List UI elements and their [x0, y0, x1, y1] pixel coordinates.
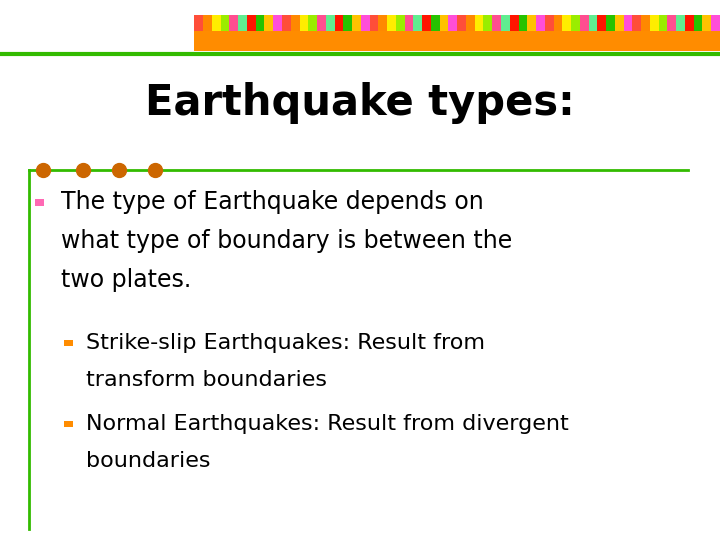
Text: what type of boundary is between the: what type of boundary is between the: [61, 230, 513, 253]
Bar: [501, 15, 510, 31]
Bar: [335, 15, 343, 31]
Bar: [212, 15, 220, 31]
Bar: [545, 15, 554, 31]
Bar: [527, 15, 536, 31]
Bar: [274, 15, 282, 31]
Bar: [194, 15, 720, 51]
Bar: [396, 15, 405, 31]
Bar: [449, 15, 457, 31]
Bar: [510, 15, 518, 31]
Bar: [256, 15, 264, 31]
Bar: [457, 15, 466, 31]
Text: Earthquake types:: Earthquake types:: [145, 82, 575, 124]
Bar: [247, 15, 256, 31]
Bar: [64, 421, 73, 427]
Bar: [264, 15, 274, 31]
Bar: [711, 15, 720, 31]
Bar: [35, 199, 44, 206]
Bar: [352, 15, 361, 31]
Bar: [667, 15, 676, 31]
Bar: [300, 15, 308, 31]
Bar: [536, 15, 545, 31]
Bar: [379, 15, 387, 31]
Bar: [413, 15, 422, 31]
Bar: [230, 15, 238, 31]
Bar: [220, 15, 230, 31]
Bar: [676, 15, 685, 31]
Bar: [405, 15, 413, 31]
Bar: [291, 15, 300, 31]
Bar: [580, 15, 589, 31]
Bar: [369, 15, 379, 31]
Bar: [685, 15, 694, 31]
Bar: [650, 15, 659, 31]
Bar: [615, 15, 624, 31]
Text: Normal Earthquakes: Result from divergent: Normal Earthquakes: Result from divergen…: [86, 414, 569, 434]
Bar: [325, 15, 335, 31]
Bar: [641, 15, 650, 31]
Text: Strike-slip Earthquakes: Result from: Strike-slip Earthquakes: Result from: [86, 333, 485, 353]
Bar: [466, 15, 474, 31]
Bar: [484, 15, 492, 31]
Bar: [606, 15, 615, 31]
Bar: [387, 15, 396, 31]
Bar: [659, 15, 667, 31]
Bar: [282, 15, 291, 31]
Bar: [571, 15, 580, 31]
Text: two plates.: two plates.: [61, 268, 192, 292]
Bar: [422, 15, 431, 31]
Bar: [194, 15, 203, 31]
Bar: [343, 15, 352, 31]
Bar: [238, 15, 247, 31]
Bar: [317, 15, 325, 31]
Bar: [492, 15, 501, 31]
Bar: [703, 15, 711, 31]
Bar: [598, 15, 606, 31]
Bar: [361, 15, 369, 31]
Bar: [440, 15, 449, 31]
Bar: [632, 15, 641, 31]
Text: boundaries: boundaries: [86, 451, 211, 471]
Text: transform boundaries: transform boundaries: [86, 370, 328, 390]
Bar: [694, 15, 703, 31]
Bar: [624, 15, 632, 31]
Bar: [431, 15, 440, 31]
Bar: [589, 15, 598, 31]
Bar: [203, 15, 212, 31]
Text: The type of Earthquake depends on: The type of Earthquake depends on: [61, 191, 484, 214]
Bar: [518, 15, 527, 31]
Bar: [554, 15, 562, 31]
Bar: [308, 15, 317, 31]
Bar: [474, 15, 484, 31]
Bar: [64, 340, 73, 346]
Bar: [562, 15, 571, 31]
